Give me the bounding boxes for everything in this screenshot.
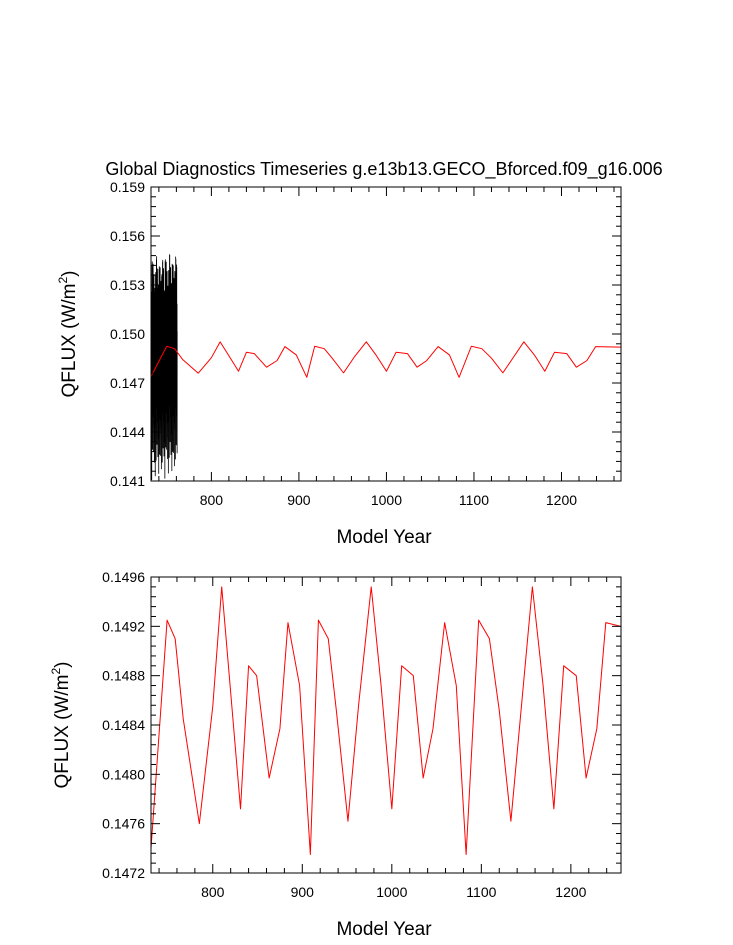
series-group bbox=[151, 586, 621, 855]
x-tick-label: 1200 bbox=[546, 492, 577, 508]
x-axis-label: Model Year bbox=[336, 527, 432, 548]
series-line bbox=[151, 341, 621, 378]
axis-ticks: 800 900 1000 1100 1200 0.141 0.144 0.147 0.150 0.… bbox=[110, 179, 621, 508]
x-tick-label: 1100 bbox=[459, 492, 489, 508]
y-tick-label: 0.141 bbox=[110, 473, 145, 489]
y-axis-label: QFLUX (W/m2) bbox=[49, 661, 73, 788]
x-tick-label: 900 bbox=[287, 492, 311, 508]
top-chart: Global Diagnostics Timeseries g.e13b13.G… bbox=[56, 159, 663, 548]
x-tick-label: 1100 bbox=[466, 884, 496, 900]
series-line bbox=[151, 254, 178, 481]
chart-title: Global Diagnostics Timeseries g.e13b13.G… bbox=[105, 159, 662, 180]
y-tick-label: 0.1496 bbox=[102, 569, 145, 585]
x-tick-label: 1000 bbox=[376, 884, 407, 900]
y-tick-label: 0.1492 bbox=[102, 618, 145, 634]
y-tick-label: 0.156 bbox=[110, 228, 145, 244]
y-tick-label: 0.1488 bbox=[102, 668, 145, 684]
axis-ticks: 800 900 1000 1100 1200 0.1472 0.1476 0.1480 0.14… bbox=[102, 569, 621, 900]
y-tick-label: 0.1484 bbox=[102, 717, 145, 733]
y-tick-label: 0.150 bbox=[110, 326, 145, 342]
plot-frame bbox=[150, 576, 622, 874]
y-tick-label: 0.159 bbox=[110, 179, 145, 195]
x-tick-label: 1200 bbox=[555, 884, 586, 900]
series-group bbox=[151, 254, 621, 481]
x-tick-label: 800 bbox=[201, 884, 225, 900]
x-tick-label: 800 bbox=[200, 492, 224, 508]
bottom-chart: 800 900 1000 1100 1200 0.1472 0.1476 0.1480 0.14… bbox=[49, 569, 622, 940]
y-tick-label: 0.153 bbox=[110, 277, 145, 293]
y-tick-label: 0.1476 bbox=[102, 816, 145, 832]
y-tick-label: 0.147 bbox=[110, 375, 145, 391]
series-line bbox=[151, 586, 621, 855]
x-tick-label: 900 bbox=[291, 884, 315, 900]
y-axis-label: QFLUX (W/m2) bbox=[56, 270, 80, 397]
plot-frame bbox=[150, 186, 622, 482]
x-tick-label: 1000 bbox=[371, 492, 402, 508]
y-tick-label: 0.1480 bbox=[102, 766, 145, 782]
y-tick-label: 0.1472 bbox=[102, 865, 145, 881]
x-axis-label: Model Year bbox=[336, 919, 432, 940]
y-tick-label: 0.144 bbox=[110, 424, 145, 440]
